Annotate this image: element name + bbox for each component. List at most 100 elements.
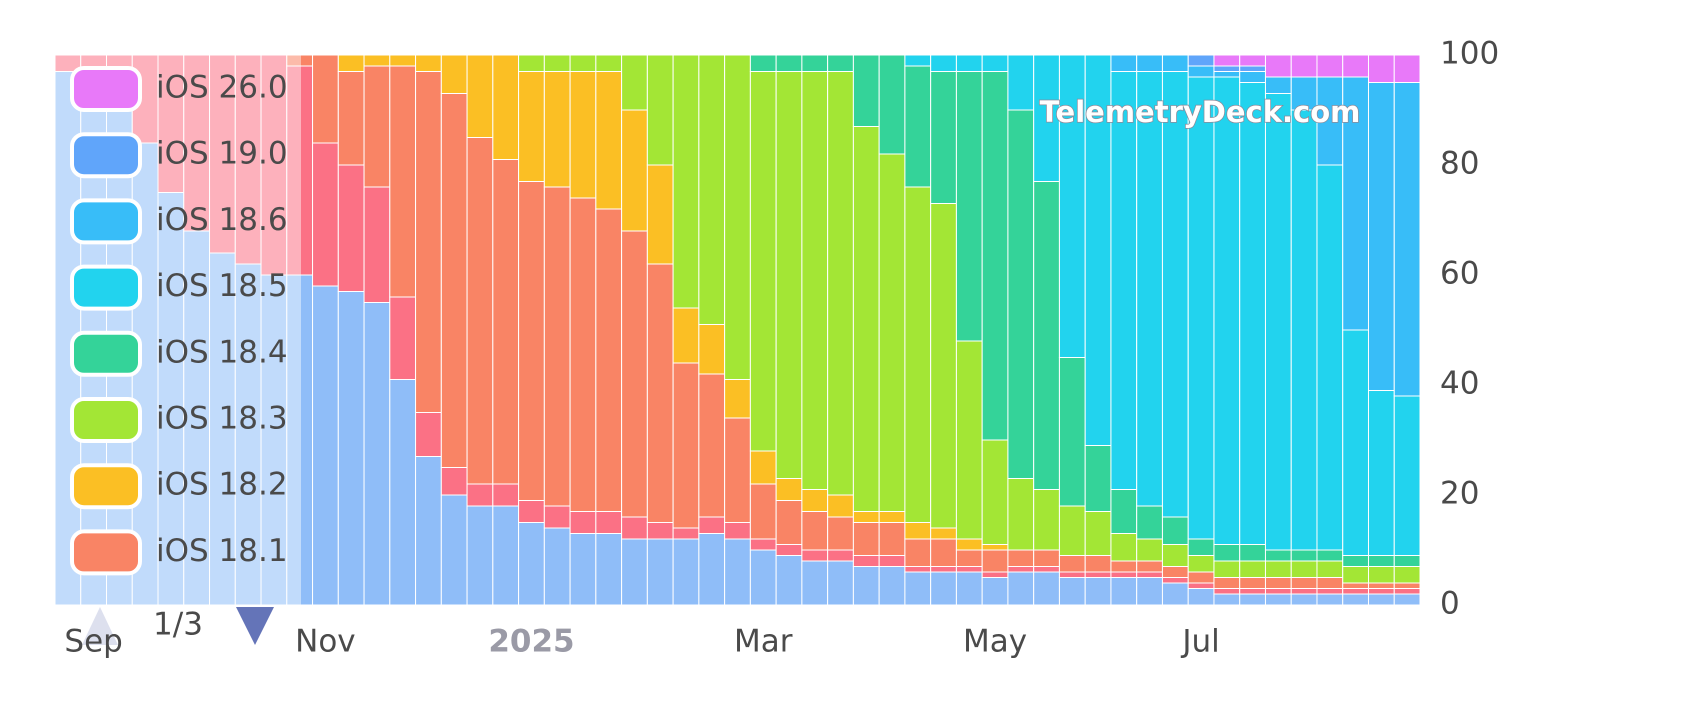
bar-segment bbox=[1007, 478, 1035, 551]
bar-segment bbox=[1342, 588, 1369, 595]
bar-segment bbox=[1239, 544, 1266, 562]
bar-segment bbox=[852, 126, 880, 512]
legend-label: iOS 18.4 bbox=[156, 334, 288, 370]
bar-segment bbox=[1213, 76, 1241, 545]
bar-segment bbox=[337, 164, 365, 292]
bar-segment bbox=[672, 362, 700, 529]
x-tick-label: Nov bbox=[295, 624, 356, 660]
bar-segment bbox=[415, 54, 442, 72]
bar-segment bbox=[775, 54, 803, 72]
bar-segment bbox=[1033, 489, 1060, 551]
bar-segment bbox=[1187, 538, 1215, 556]
bar-segment bbox=[1110, 54, 1138, 72]
bar-segment bbox=[1136, 538, 1163, 562]
x-tick-label: Sep bbox=[64, 624, 122, 660]
x-tick-label: 2025 bbox=[488, 624, 574, 660]
bar-segment bbox=[1316, 560, 1344, 578]
bar-segment bbox=[1393, 395, 1421, 556]
bar-segment bbox=[955, 340, 983, 540]
bar-segment bbox=[852, 54, 880, 127]
bar-segment bbox=[621, 230, 648, 518]
bar-segment bbox=[1007, 571, 1035, 606]
bar-segment bbox=[1110, 489, 1138, 534]
bar-segment bbox=[672, 527, 700, 540]
bar-segment bbox=[827, 516, 854, 551]
bar-segment bbox=[646, 538, 674, 606]
legend-next[interactable] bbox=[236, 607, 274, 645]
bar-segment bbox=[1084, 445, 1112, 512]
bar-segment bbox=[543, 186, 571, 507]
bar-segment bbox=[157, 192, 185, 606]
bar-segment bbox=[1342, 582, 1369, 589]
y-tick-label: 0 bbox=[1440, 586, 1460, 622]
legend-prev[interactable] bbox=[82, 607, 118, 645]
bar-segment bbox=[492, 54, 520, 160]
legend-swatch bbox=[70, 132, 142, 179]
bar-segment bbox=[518, 181, 545, 501]
bar-segment bbox=[1393, 588, 1421, 595]
bar-segment bbox=[621, 54, 648, 111]
bar-segment bbox=[440, 93, 468, 468]
bar-segment bbox=[1316, 577, 1344, 589]
bar-segment bbox=[724, 54, 751, 380]
bar-segment bbox=[1367, 390, 1395, 556]
bar-segment bbox=[930, 538, 957, 567]
bar-segment bbox=[492, 505, 520, 606]
legend-label: iOS 18.1 bbox=[156, 533, 288, 569]
bar-segment bbox=[646, 164, 674, 265]
bar-segment bbox=[1393, 593, 1421, 606]
bar-segment bbox=[672, 54, 700, 309]
bar-segment bbox=[775, 555, 803, 606]
bar-segment bbox=[698, 533, 726, 606]
bar-segment bbox=[1033, 54, 1060, 182]
bar-segment bbox=[930, 71, 957, 204]
bar-segment bbox=[698, 324, 726, 375]
bar-segment bbox=[775, 71, 803, 479]
bar-segment bbox=[1033, 571, 1060, 606]
bar-segment bbox=[1007, 54, 1035, 111]
bar-segment bbox=[801, 489, 829, 512]
bar-segment bbox=[1342, 566, 1369, 584]
bar-segment bbox=[209, 54, 236, 254]
bar-segment bbox=[1136, 505, 1163, 540]
bar-segment bbox=[878, 54, 906, 155]
bar-segment bbox=[1213, 588, 1241, 595]
bar-segment bbox=[1316, 164, 1344, 551]
bar-segment bbox=[1316, 593, 1344, 606]
bar-segment bbox=[827, 71, 854, 496]
bar-segment bbox=[1264, 577, 1292, 589]
bar-segment bbox=[1342, 54, 1369, 78]
bar-segment bbox=[1316, 54, 1344, 78]
bar-segment bbox=[1187, 588, 1215, 606]
bar-segment bbox=[981, 54, 1009, 72]
bar-segment bbox=[1187, 54, 1215, 67]
bar-segment bbox=[1110, 577, 1138, 606]
bar-segment bbox=[260, 274, 288, 606]
bar-segment bbox=[646, 54, 674, 166]
bar-segment bbox=[286, 274, 314, 606]
bar-segment bbox=[1136, 571, 1163, 578]
bar-segment bbox=[852, 511, 880, 523]
bar-segment bbox=[724, 538, 751, 606]
bar-segment bbox=[801, 71, 829, 490]
bar-segment bbox=[775, 544, 803, 556]
bar-segment bbox=[1367, 588, 1395, 595]
legend-swatch bbox=[70, 198, 142, 245]
bar-segment bbox=[1264, 549, 1292, 562]
legend-label: iOS 18.6 bbox=[156, 202, 288, 238]
bar-segment bbox=[1187, 582, 1215, 589]
bar-segment bbox=[492, 159, 520, 485]
y-tick-label: 60 bbox=[1440, 256, 1479, 292]
bar-segment bbox=[1033, 549, 1060, 567]
bar-segment bbox=[1136, 577, 1163, 606]
watermark: TelemetryDeck.com bbox=[1040, 95, 1361, 129]
bar-segment bbox=[749, 71, 777, 452]
bar-segment bbox=[878, 566, 906, 606]
legend-swatch bbox=[70, 529, 142, 576]
bar-segment bbox=[878, 511, 906, 523]
bar-segment bbox=[1136, 71, 1163, 507]
bar-segment bbox=[1367, 555, 1395, 567]
bar-segment bbox=[209, 252, 236, 606]
bar-segment bbox=[363, 186, 391, 303]
